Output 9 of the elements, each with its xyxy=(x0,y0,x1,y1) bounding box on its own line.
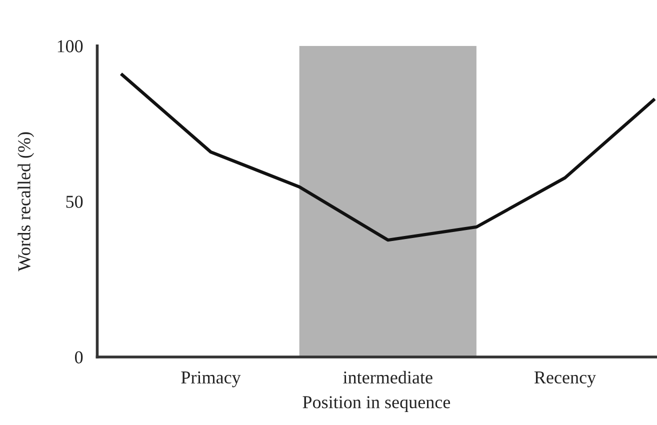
y-tick-label: 50 xyxy=(66,196,83,208)
x-axis-title: Position in sequence xyxy=(302,396,450,412)
line-series xyxy=(120,73,656,242)
x-tick-label: Primacy xyxy=(181,371,241,388)
y-tick-label: 100 xyxy=(58,40,83,52)
x-tick-label: intermediate xyxy=(343,370,432,384)
x-tick-label: Recency xyxy=(534,372,596,388)
y-axis-title: Words recalled (%) xyxy=(18,132,34,272)
y-tick-label: 0 xyxy=(75,351,83,364)
